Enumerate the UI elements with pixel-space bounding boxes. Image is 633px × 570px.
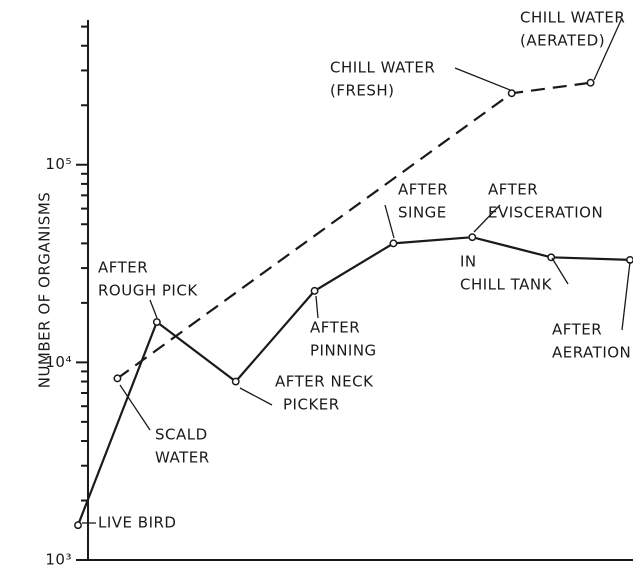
series-line [76, 236, 631, 526]
annotation: AFTER [488, 181, 538, 199]
annotation: WATER [155, 449, 210, 467]
data-point [389, 239, 398, 248]
leader-line [551, 257, 569, 285]
annotation: (AERATED) [520, 32, 605, 50]
leader-line [473, 204, 501, 233]
leader-line [119, 384, 151, 431]
leader-line [593, 17, 623, 81]
annotation: LIVE BIRD [98, 514, 176, 532]
annotation: AFTER [310, 319, 360, 337]
y-tick-label: 10³ [45, 551, 72, 569]
annotation: AFTER [552, 321, 602, 339]
annotation: SCALD [155, 426, 208, 444]
data-point [586, 78, 595, 87]
leader-line [315, 295, 319, 319]
annotation: AFTER NECK [275, 373, 374, 391]
leader-line [149, 299, 158, 319]
annotation: AFTER [98, 259, 148, 277]
leader-line [239, 387, 273, 406]
annotation: CHILL WATER [330, 59, 435, 77]
data-point [113, 374, 122, 383]
annotation: SINGE [398, 204, 447, 222]
annotation: EVISCERATION [488, 204, 603, 222]
annotation: IN [460, 253, 477, 271]
data-point [74, 521, 82, 530]
data-point [468, 233, 477, 242]
y-tick-label: 10⁴ [45, 353, 72, 371]
data-point [310, 286, 319, 295]
leader-line [454, 67, 511, 91]
annotation: AFTER [398, 181, 448, 199]
annotation: CHILL TANK [460, 276, 553, 294]
annotation: PINNING [310, 342, 377, 360]
annotation: PICKER [283, 396, 340, 414]
y-axis-label: NUMBER OF ORGANISMS [36, 192, 54, 389]
annotation: (FRESH) [330, 82, 395, 100]
data-point [152, 318, 161, 326]
annotation: CHILL WATER [520, 9, 625, 27]
annotation: ROUGH PICK [98, 282, 198, 300]
annotation: AERATION [552, 344, 631, 362]
data-point [507, 89, 516, 98]
leader-line [384, 204, 395, 239]
y-tick-label: 10⁵ [45, 155, 72, 173]
data-point [231, 377, 240, 386]
leader-line [621, 261, 631, 331]
